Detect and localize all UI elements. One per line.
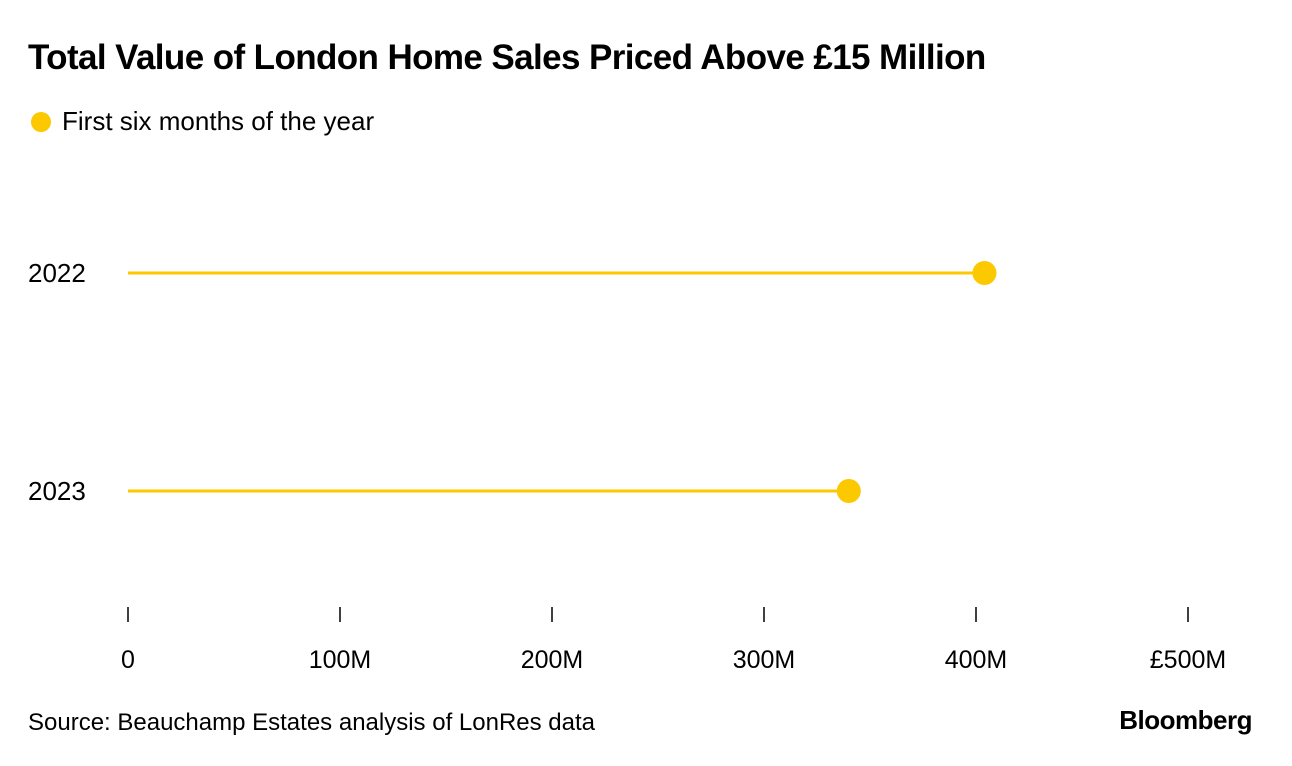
bloomberg-logo: Bloomberg bbox=[1119, 705, 1252, 735]
x-tick-label-100: 100M bbox=[309, 646, 372, 674]
chart-title: Total Value of London Home Sales Priced … bbox=[28, 38, 986, 77]
dot-2023 bbox=[836, 479, 861, 503]
legend: First six months of the year bbox=[31, 106, 374, 137]
x-tick-label-400: 400M bbox=[945, 646, 1008, 674]
category-label-2023: 2023 bbox=[28, 476, 86, 506]
source-note: Source: Beauchamp Estates analysis of Lo… bbox=[28, 709, 595, 736]
legend-swatch bbox=[31, 111, 51, 132]
x-tick-label-200: 200M bbox=[521, 646, 584, 674]
dot-2022 bbox=[972, 261, 997, 285]
category-label-2022: 2022 bbox=[28, 258, 86, 288]
legend-label: First six months of the year bbox=[62, 106, 375, 136]
x-tick-label-300: 300M bbox=[733, 646, 796, 674]
x-tick-label-0: 0 bbox=[121, 646, 135, 674]
x-tick-label-500: £500M bbox=[1150, 646, 1226, 674]
